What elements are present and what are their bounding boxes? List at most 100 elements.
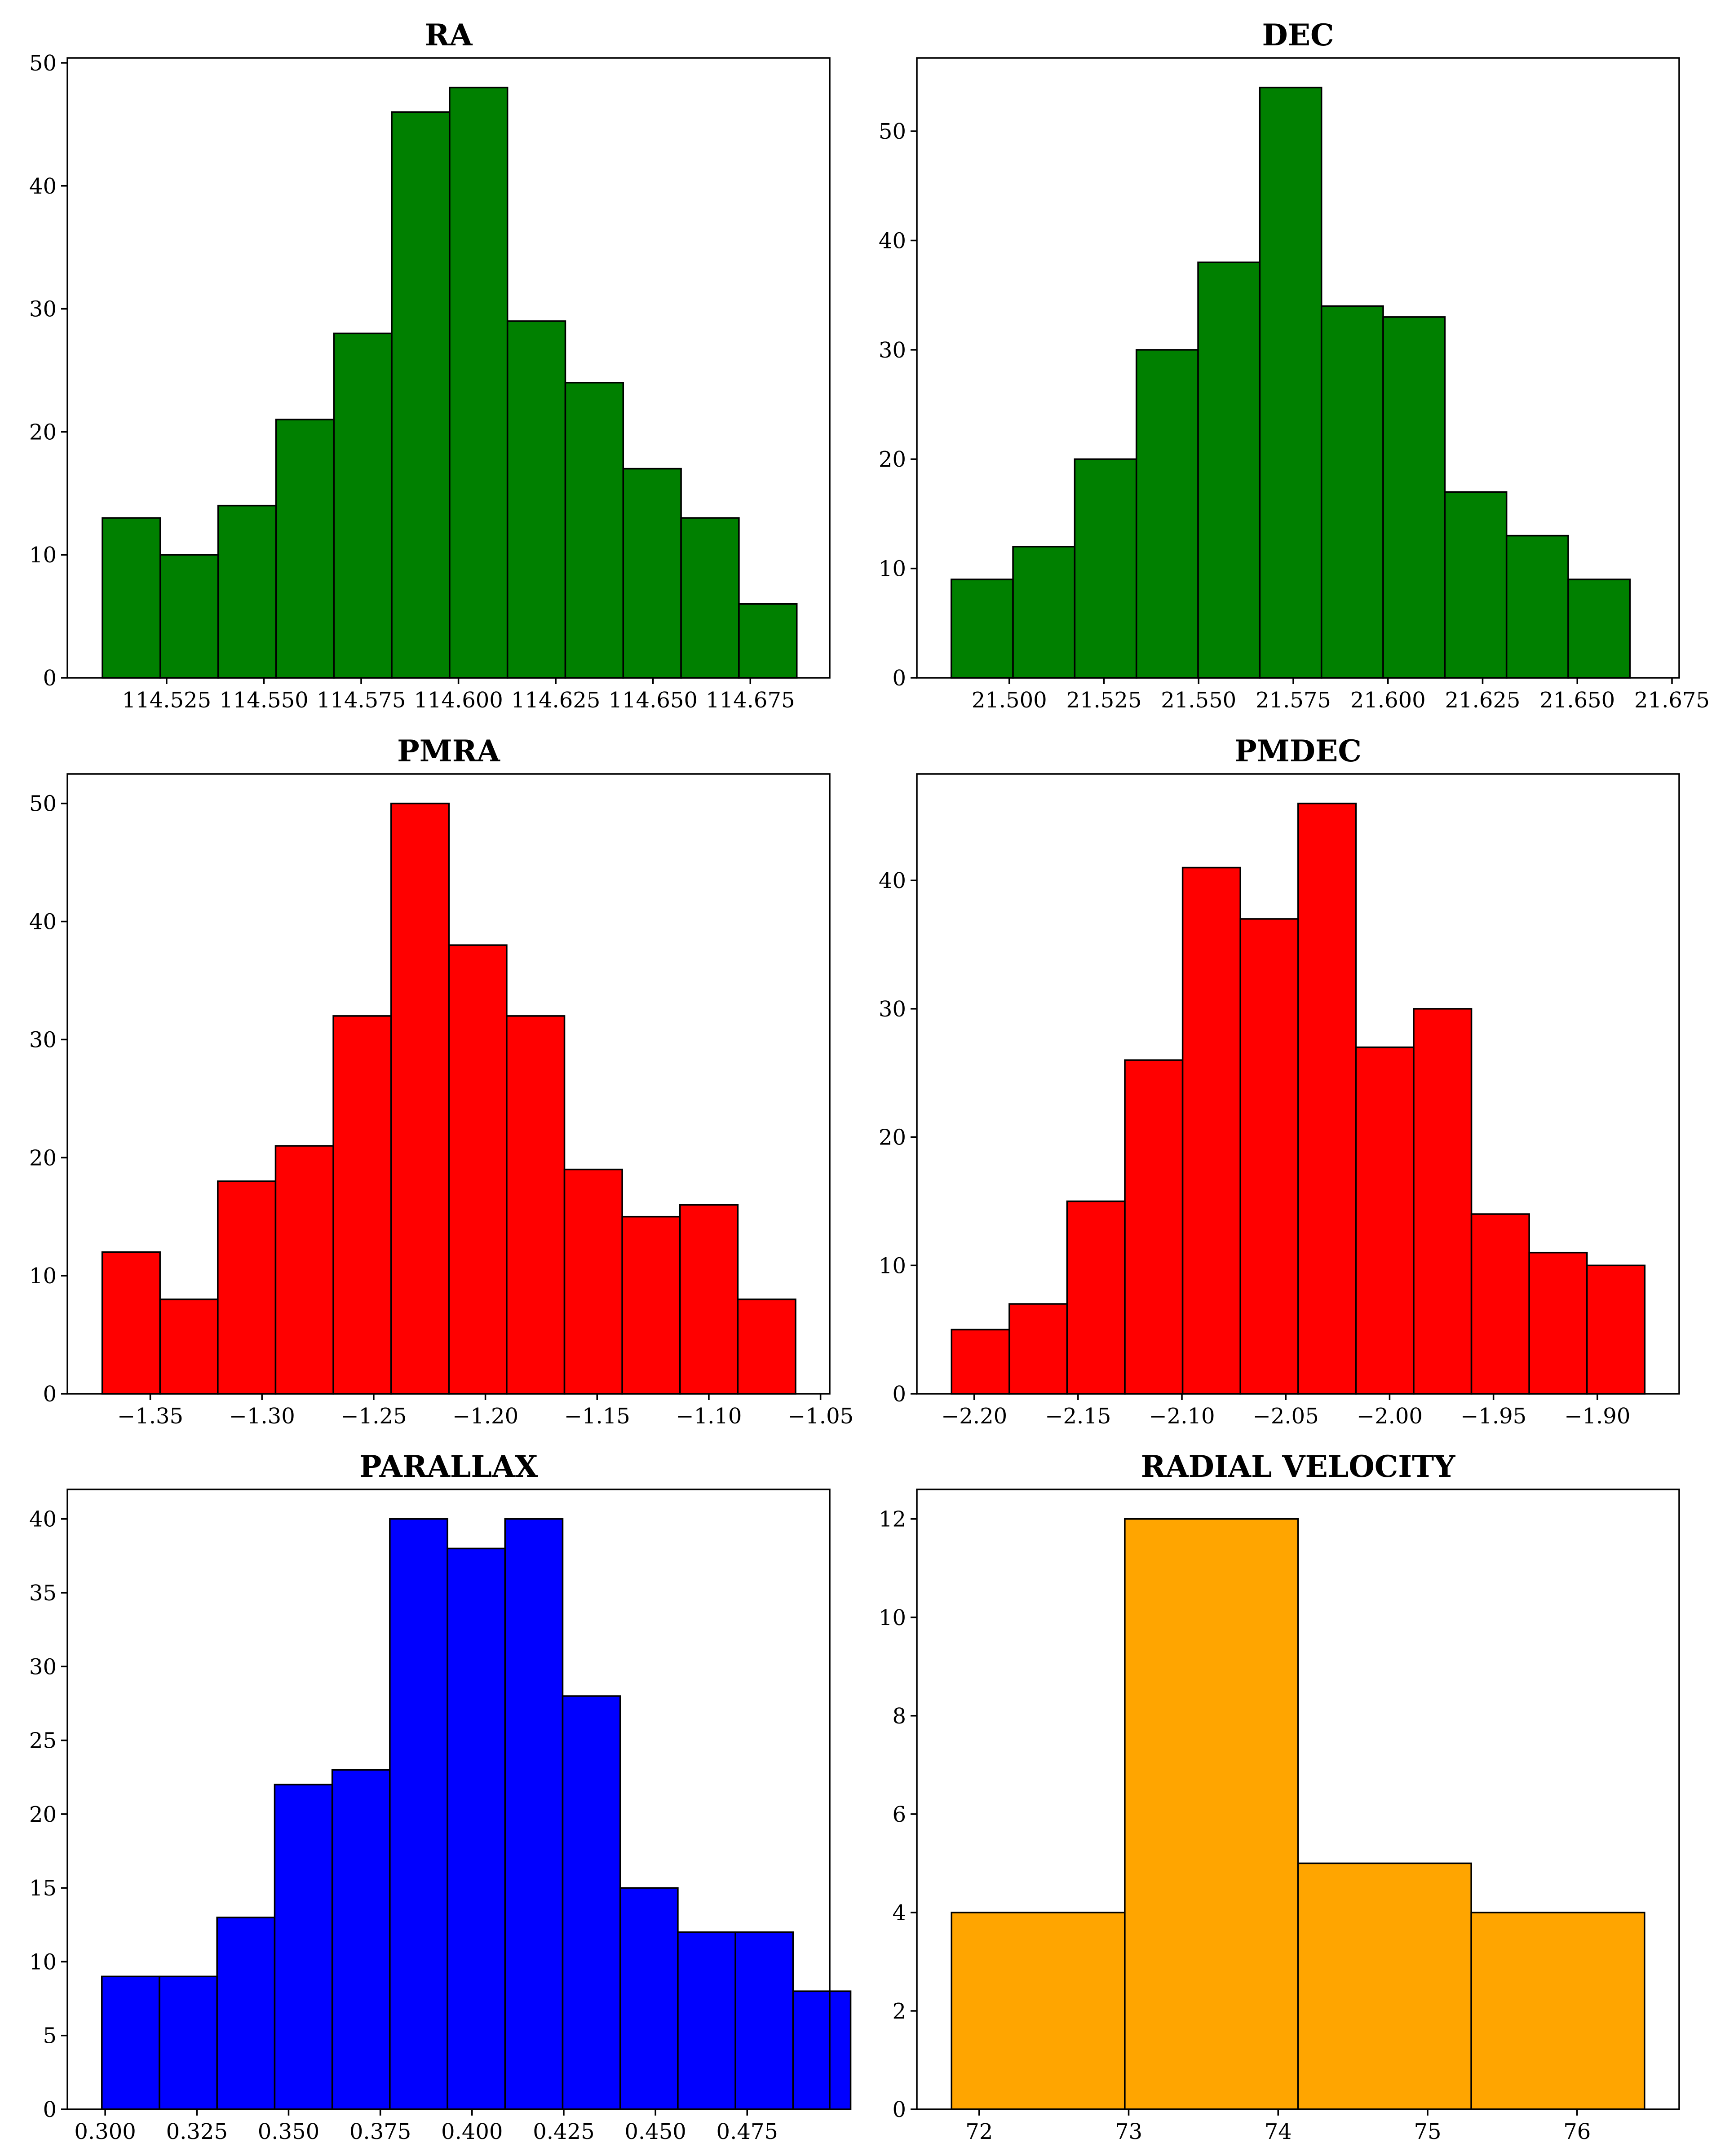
pmdec-axes-frame (916, 773, 1680, 1395)
ra-x-tick-label: 114.675 (706, 688, 795, 713)
pmdec-bar (951, 1329, 1010, 1395)
ra-x-tick-label: 114.650 (608, 688, 698, 713)
radial-velocity-x-tick-label: 72 (965, 2119, 993, 2144)
parallax-bar (331, 1769, 391, 2110)
dec-bar (1012, 546, 1076, 679)
dec-bar (1505, 535, 1569, 679)
ra-x-tick-label: 114.575 (317, 688, 406, 713)
pmdec-x-tick-label: −2.10 (1149, 1404, 1215, 1429)
pmdec-y-tick-label: 0 (892, 1382, 906, 1407)
pmra-bar (332, 1015, 392, 1395)
ra-bar (738, 603, 798, 679)
parallax-bar (101, 1975, 160, 2110)
dec-y-tick-label: 20 (879, 447, 906, 472)
pmdec-bar (1181, 866, 1241, 1395)
pmdec-bar (1528, 1251, 1588, 1395)
parallax-y-tick-label: 10 (29, 1949, 57, 1975)
parallax-x-tick-label: 0.425 (533, 2119, 594, 2144)
ra-y-tick-label: 10 (29, 543, 57, 568)
pmdec-bar (1297, 802, 1357, 1395)
radial-velocity-y-tick-label: 0 (892, 2097, 906, 2122)
parallax-axes-frame (66, 1489, 831, 2110)
parallax-bar (216, 1917, 276, 2110)
parallax-bar (562, 1695, 621, 2110)
pmra-y-tick-label: 40 (29, 910, 57, 935)
ra-bar (449, 86, 509, 679)
ra-bar (391, 111, 451, 679)
pmdec-y-tick-label: 10 (879, 1253, 906, 1278)
pmra-bar (506, 1015, 566, 1395)
dec-axes-frame (916, 57, 1680, 679)
dec-bar (1382, 316, 1446, 679)
pmdec-bar (1355, 1046, 1415, 1395)
ra-x-tick-label: 114.550 (219, 688, 309, 713)
pmra-bar (679, 1204, 739, 1395)
parallax-y-tick-label: 25 (29, 1728, 57, 1754)
pmdec-x-tick-label: −2.05 (1253, 1404, 1319, 1429)
pmra-bar (737, 1298, 796, 1395)
ra-x-tick-label: 114.525 (122, 688, 212, 713)
radial-velocity-y-tick-label: 8 (892, 1704, 906, 1729)
ra-bar (622, 468, 682, 679)
radial-velocity-x-tick-label: 76 (1563, 2119, 1591, 2144)
dec-y-tick-label: 50 (879, 119, 906, 144)
radial-velocity-y-tick-label: 2 (892, 1999, 906, 2024)
pmdec-bar (1124, 1059, 1184, 1395)
pmra-y-tick-label: 0 (43, 1382, 57, 1407)
dec-y-tick-label: 0 (892, 666, 906, 691)
parallax-bar (792, 1990, 852, 2110)
dec-x-tick-label: 21.650 (1539, 688, 1615, 713)
parallax-bar (619, 1887, 679, 2110)
ra-bar (159, 554, 219, 679)
dec-x-tick-label: 21.600 (1350, 688, 1426, 713)
ra-bar (506, 320, 566, 679)
radial-velocity-y-tick-label: 12 (879, 1507, 906, 1532)
ra-bar (102, 517, 161, 679)
radial-velocity-bar (1470, 1912, 1645, 2110)
dec-x-tick-label: 21.525 (1066, 688, 1141, 713)
parallax-y-tick-label: 20 (29, 1802, 57, 1827)
pmdec-bar (1586, 1264, 1646, 1395)
parallax-bar (159, 1975, 218, 2110)
pmra-bar (217, 1180, 277, 1395)
pmra-x-tick-label: −1.10 (676, 1404, 742, 1429)
dec-bar (1197, 261, 1261, 679)
parallax-x-tick-label: 0.375 (349, 2119, 411, 2144)
dec-bar (1074, 458, 1137, 679)
dec-x-tick-label: 21.625 (1445, 688, 1520, 713)
pmdec-bar (1413, 1008, 1473, 1395)
dec-bar (1135, 349, 1199, 679)
pmra-y-tick-label: 50 (29, 791, 57, 817)
radial-velocity-x-tick-label: 74 (1265, 2119, 1292, 2144)
pmdec-bar (1066, 1200, 1126, 1395)
pmra-panel-title: PMRA (397, 733, 500, 769)
pmdec-y-tick-label: 40 (879, 868, 906, 893)
dec-bar (1259, 86, 1322, 679)
parallax-x-tick-label: 0.300 (74, 2119, 136, 2144)
pmdec-bar (1470, 1213, 1530, 1395)
pmra-axes-frame (66, 773, 831, 1395)
parallax-y-tick-label: 15 (29, 1876, 57, 1901)
pmra-bar (101, 1251, 161, 1395)
pmdec-panel-title: PMDEC (1234, 733, 1362, 769)
parallax-y-tick-label: 30 (29, 1654, 57, 1679)
pmra-x-tick-label: −1.15 (564, 1404, 630, 1429)
ra-histogram-panel: RA 114.525 114.550 114.575 114.600 114.625 114… (29, 18, 831, 713)
dec-bar (1320, 305, 1384, 679)
pmdec-x-tick-label: −2.15 (1045, 1404, 1111, 1429)
parallax-x-tick-label: 0.450 (624, 2119, 686, 2144)
parallax-bar (274, 1784, 333, 2110)
radial-velocity-axes-frame (916, 1489, 1680, 2110)
dec-panel-title: DEC (1262, 18, 1334, 53)
dec-y-tick-label: 40 (879, 228, 906, 253)
pmdec-x-tick-label: −2.20 (941, 1404, 1007, 1429)
pmra-bar (621, 1215, 681, 1395)
ra-x-tick-label: 114.600 (414, 688, 503, 713)
pmdec-y-tick-label: 30 (879, 997, 906, 1022)
dec-y-tick-label: 10 (879, 557, 906, 582)
dec-bar (950, 579, 1014, 679)
ra-bar (275, 419, 335, 679)
pmdec-x-tick-label: −1.95 (1460, 1404, 1526, 1429)
radial-velocity-x-tick-label: 73 (1115, 2119, 1142, 2144)
radial-velocity-bar (951, 1912, 1126, 2110)
